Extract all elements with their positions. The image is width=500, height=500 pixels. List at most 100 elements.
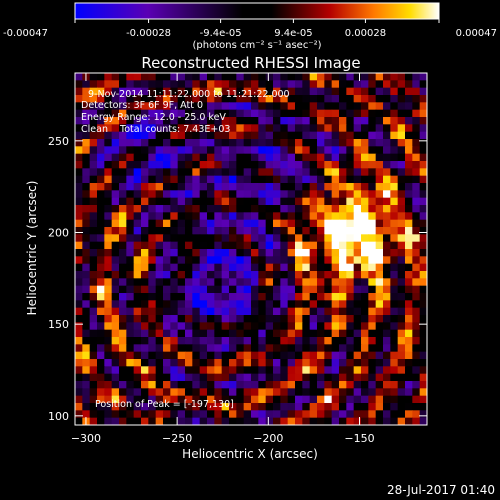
heatmap-cell [214, 124, 223, 133]
heatmap-cell [82, 307, 91, 316]
heatmap-cell [251, 153, 259, 162]
heatmap-cell [353, 161, 362, 169]
heatmap-cell [295, 197, 303, 206]
heatmap-cell [317, 73, 325, 81]
heatmap-cell [302, 300, 311, 309]
heatmap-cell [170, 373, 179, 382]
heatmap-cell [295, 410, 303, 419]
heatmap-cell [214, 117, 223, 125]
heatmap-cell [317, 395, 325, 404]
heatmap-cell [82, 197, 91, 206]
heatmap-cell [214, 256, 223, 265]
heatmap-cell [361, 329, 369, 338]
heatmap-cell [177, 403, 186, 411]
heatmap-cell [412, 395, 421, 404]
heatmap-cell [111, 344, 120, 353]
heatmap-cell [89, 285, 98, 294]
heatmap-cell [221, 322, 230, 331]
heatmap-cell [89, 344, 98, 353]
heatmap-cell [258, 329, 267, 338]
heatmap-cell [126, 322, 135, 331]
heatmap-cell [177, 190, 186, 199]
heatmap-cell [177, 212, 186, 221]
heatmap-cell [405, 351, 413, 360]
heatmap-cell [273, 351, 281, 360]
heatmap-cell [163, 403, 171, 411]
heatmap-cell [317, 403, 325, 411]
heatmap-cell [405, 124, 413, 133]
heatmap-cell [309, 109, 318, 118]
heatmap-cell [405, 241, 413, 250]
heatmap-cell [419, 234, 427, 243]
heatmap-cell [273, 241, 281, 250]
heatmap-cell [170, 315, 179, 323]
heatmap-cell [126, 205, 135, 213]
heatmap-cell [111, 403, 120, 411]
heatmap-cell [375, 337, 384, 345]
heatmap-cell [89, 146, 98, 155]
heatmap-cell [82, 183, 91, 191]
heatmap-cell [97, 278, 105, 287]
heatmap-cell [170, 256, 179, 265]
heatmap-cell [133, 263, 142, 272]
heatmap-cell [89, 87, 98, 96]
heatmap-cell [258, 403, 267, 411]
heatmap-cell [163, 205, 171, 213]
heatmap-cell [302, 351, 311, 360]
heatmap-cell [126, 403, 135, 411]
heatmap-cell [97, 87, 105, 96]
heatmap-cell [419, 109, 427, 118]
heatmap-cell [155, 337, 164, 345]
heatmap-cell [119, 102, 127, 111]
heatmap-cell [309, 329, 318, 338]
heatmap-cell [339, 381, 347, 389]
heatmap-cell [155, 381, 164, 389]
heatmap-cell [397, 293, 406, 301]
heatmap-cell [317, 359, 325, 367]
heatmap-cell [126, 73, 135, 81]
heatmap-cell [324, 381, 333, 389]
colorbar-units-label: (photons cm⁻² s⁻¹ asec⁻²) [192, 40, 321, 51]
heatmap-cell [221, 227, 230, 235]
heatmap-cell [324, 322, 333, 331]
heatmap-cell [133, 337, 142, 345]
heatmap-cell [302, 117, 311, 125]
heatmap-cell [346, 388, 355, 397]
heatmap-cell [309, 139, 318, 147]
heatmap-cell [258, 322, 267, 331]
heatmap-cell [243, 373, 252, 382]
heatmap-cell [221, 190, 230, 199]
heatmap-cell [273, 395, 281, 404]
heatmap-cell [287, 139, 296, 147]
heatmap-cell [89, 381, 98, 389]
heatmap-cell [412, 256, 421, 265]
heatmap-cell [361, 234, 369, 243]
heatmap-cell [287, 102, 296, 111]
heatmap-cell [207, 381, 215, 389]
heatmap-cell [375, 95, 384, 103]
heatmap-cell [221, 212, 230, 221]
heatmap-cell [214, 95, 223, 103]
heatmap-cell [141, 381, 149, 389]
heatmap-cell [302, 359, 311, 367]
heatmap-cell [302, 337, 311, 345]
heatmap-cell [104, 351, 113, 360]
heatmap-cell [368, 95, 377, 103]
heatmap-cell [133, 403, 142, 411]
heatmap-cell [251, 388, 259, 397]
heatmap-cell [280, 344, 289, 353]
x-axis-label: Heliocentric X (arcsec) [182, 447, 318, 461]
heatmap-cell [148, 168, 157, 177]
heatmap-cell [141, 263, 149, 272]
heatmap-cell [89, 337, 98, 345]
heatmap-cell [419, 344, 427, 353]
heatmap-cell [229, 190, 237, 199]
heatmap-cell [236, 102, 245, 111]
heatmap-cell [302, 109, 311, 118]
heatmap-cell [331, 373, 340, 382]
heatmap-cell [397, 102, 406, 111]
heatmap-cell [302, 124, 311, 133]
heatmap-cell [133, 373, 142, 382]
heatmap-cell [383, 271, 391, 279]
heatmap-cell [419, 227, 427, 235]
